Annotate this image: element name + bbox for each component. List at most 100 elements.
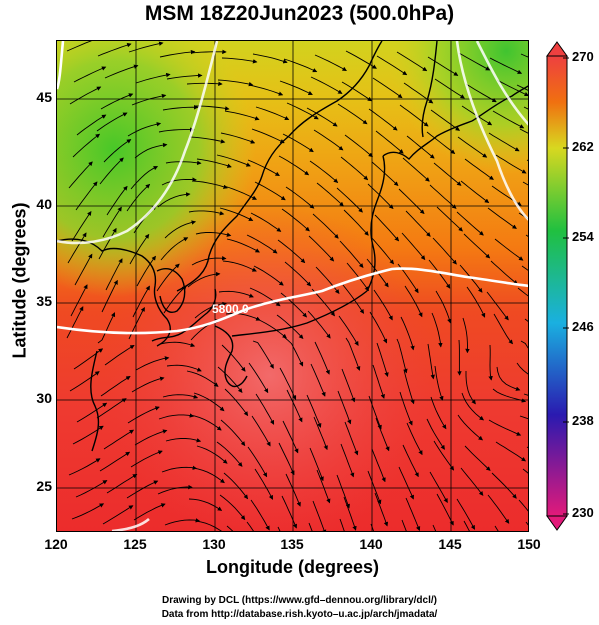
streamline xyxy=(226,238,260,253)
streamline xyxy=(372,77,403,99)
streamline xyxy=(248,362,269,394)
streamline xyxy=(406,135,435,159)
streamline xyxy=(314,54,347,71)
streamline xyxy=(75,480,108,498)
streamline xyxy=(253,265,284,286)
streamline xyxy=(102,206,122,238)
streamline xyxy=(400,316,415,351)
streamline xyxy=(216,441,243,467)
streamline xyxy=(346,262,370,292)
map-svg: 5800.0 xyxy=(57,41,528,531)
streamline xyxy=(436,206,463,232)
streamline xyxy=(128,41,164,53)
streamline xyxy=(312,213,339,239)
streamline xyxy=(246,521,254,531)
isotherm-nw xyxy=(57,41,219,245)
streamline xyxy=(190,49,227,55)
streamline xyxy=(189,414,222,431)
isotherm-nw-edge xyxy=(57,41,65,90)
streamline xyxy=(98,227,117,260)
streamline xyxy=(252,340,274,369)
streamline xyxy=(226,525,234,531)
streamline xyxy=(102,505,134,525)
streamline xyxy=(157,484,193,495)
streamline xyxy=(68,458,101,476)
streamline xyxy=(134,142,168,159)
streamline xyxy=(126,480,159,499)
streamline xyxy=(165,438,202,443)
streamline xyxy=(283,336,304,367)
streamline xyxy=(496,79,528,97)
streamline xyxy=(428,259,451,289)
streamline xyxy=(456,211,484,236)
streamline xyxy=(307,310,331,339)
streamline xyxy=(494,525,499,531)
streamline xyxy=(101,279,118,313)
streamline xyxy=(493,313,513,345)
streamline xyxy=(281,208,310,232)
streamline xyxy=(224,110,260,121)
x-axis-label: Longitude (degrees) xyxy=(205,557,379,577)
x-tick-label: 150 xyxy=(517,536,541,552)
streamline xyxy=(345,337,361,371)
streamline xyxy=(516,84,528,91)
streamline xyxy=(426,418,445,450)
streamline xyxy=(284,261,312,287)
streamline xyxy=(495,441,527,462)
streamline xyxy=(135,356,170,371)
streamline xyxy=(71,503,105,520)
streamline xyxy=(132,285,150,318)
streamline xyxy=(283,58,318,73)
streamline xyxy=(396,338,408,374)
streamline xyxy=(221,344,246,372)
streamline xyxy=(489,57,523,74)
streamline xyxy=(491,472,517,499)
colorbar-label: 262 xyxy=(572,139,594,154)
streamline xyxy=(316,469,331,504)
streamline xyxy=(159,49,196,58)
streamline xyxy=(486,291,509,321)
streamline xyxy=(69,371,100,392)
streamline xyxy=(342,284,365,314)
streamline xyxy=(252,53,288,64)
streamline xyxy=(164,220,197,239)
streamline xyxy=(100,375,131,397)
streamline xyxy=(375,130,404,154)
streamline xyxy=(67,232,87,264)
streamline xyxy=(129,233,150,265)
streamline xyxy=(306,107,338,127)
streamline xyxy=(103,139,132,163)
streamline xyxy=(309,160,339,183)
colorbar-label: 270 xyxy=(572,49,594,64)
streamline xyxy=(345,50,377,69)
streamline xyxy=(221,57,258,64)
streamline xyxy=(99,451,131,472)
streamline xyxy=(435,290,452,324)
streamline xyxy=(494,238,524,261)
streamline xyxy=(279,80,313,96)
streamline xyxy=(308,522,313,531)
streamline xyxy=(162,394,199,399)
streamline xyxy=(434,78,465,99)
x-tick-label: 120 xyxy=(44,536,68,552)
streamline xyxy=(313,416,328,451)
streamline xyxy=(370,523,374,531)
streamline xyxy=(522,468,528,474)
streamline xyxy=(66,306,84,339)
streamline xyxy=(162,104,199,111)
colorbar xyxy=(546,41,569,531)
colorbar-gradient xyxy=(546,55,568,517)
streamline xyxy=(163,285,187,314)
streamline xyxy=(194,301,227,319)
streamline xyxy=(69,86,102,105)
streamline xyxy=(104,64,139,79)
streamline xyxy=(341,81,373,102)
streamline xyxy=(399,391,413,426)
streamline xyxy=(487,494,510,524)
streamline xyxy=(517,287,528,297)
streamline xyxy=(308,235,335,262)
streamline xyxy=(464,158,494,180)
streamline xyxy=(374,492,389,527)
contour-lines xyxy=(57,41,528,531)
streamline xyxy=(404,285,423,318)
